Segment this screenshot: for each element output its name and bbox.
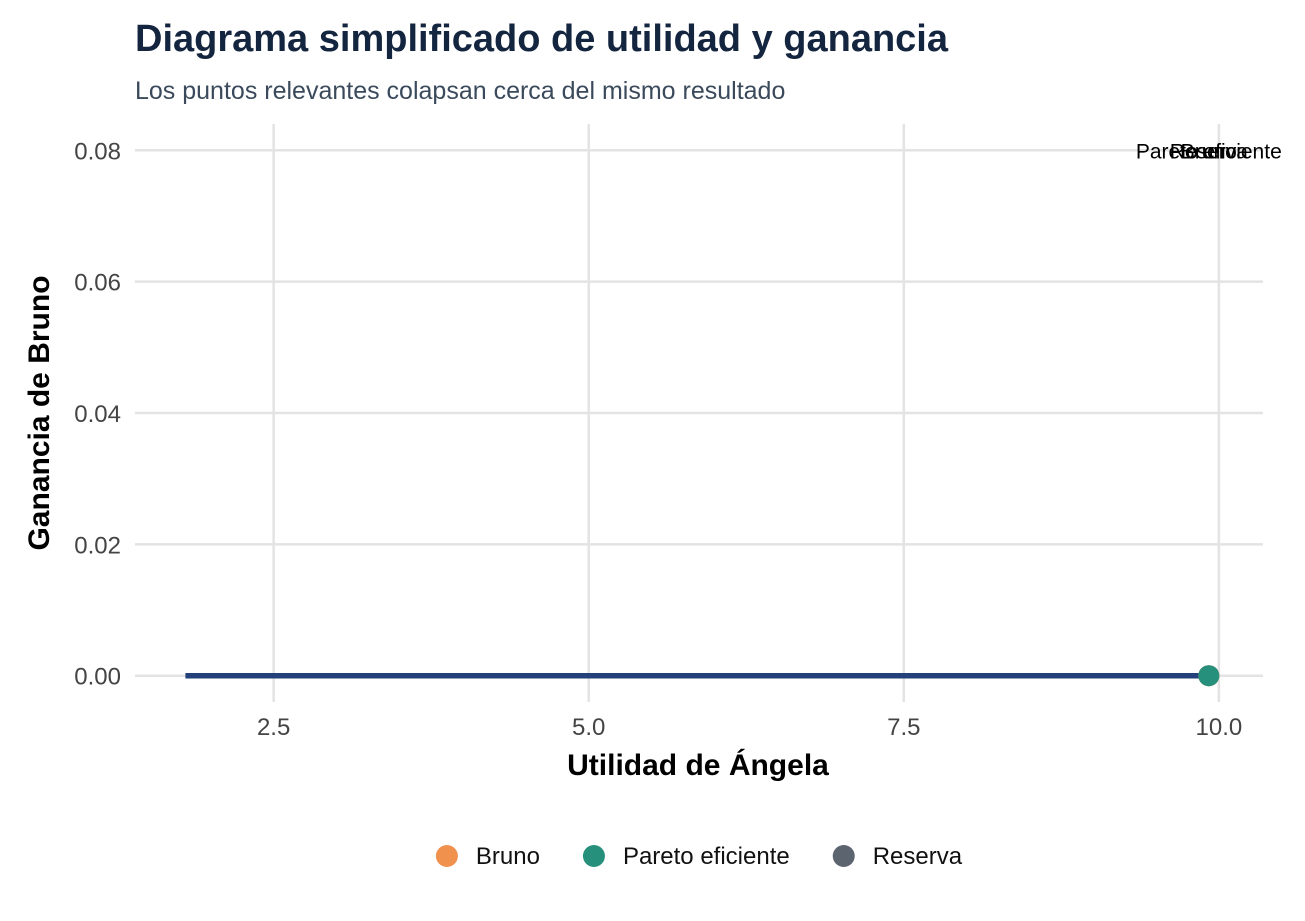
- x-tick-label: 5.0: [572, 714, 605, 741]
- point-pareto-eficiente: [1198, 665, 1220, 687]
- legend-item-pareto-eficiente: Pareto eficiente: [582, 843, 790, 870]
- grid-lines: [135, 124, 1263, 702]
- chart-subtitle: Los puntos relevantes colapsan cerca del…: [135, 77, 786, 105]
- legend-marker: [582, 845, 605, 867]
- x-tick-label: 10.0: [1196, 714, 1243, 741]
- chart-title: Diagrama simplificado de utilidad y gana…: [135, 18, 948, 60]
- legend-label: Reserva: [873, 843, 963, 870]
- y-tick-label: 0.06: [74, 270, 121, 297]
- legend-item-reserva: Reserva: [832, 843, 963, 870]
- legend-label: Pareto eficiente: [623, 843, 790, 870]
- legend-marker: [832, 845, 855, 867]
- legend-item-bruno: Bruno: [435, 843, 540, 870]
- y-tick-label: 0.08: [74, 138, 121, 165]
- legend-marker: [435, 845, 458, 867]
- y-tick-label: 0.04: [74, 401, 121, 428]
- x-tick-label: 7.5: [887, 714, 920, 741]
- x-axis-ticks: 2.5 5.0 7.5 10.0: [257, 714, 1242, 741]
- x-axis-title: Utilidad de Ángela: [567, 748, 829, 782]
- label-reserva: Reserva: [1170, 140, 1249, 163]
- y-axis-title: Ganancia de Bruno: [23, 275, 56, 550]
- plot-series: [185, 665, 1220, 687]
- x-tick-label: 2.5: [257, 714, 290, 741]
- legend-label: Bruno: [476, 843, 540, 870]
- y-tick-label: 0.02: [74, 532, 121, 559]
- label-pareto-eficiente: Pareto eficiente: [1136, 140, 1282, 163]
- y-tick-label: 0.00: [74, 664, 121, 691]
- legend: Bruno Pareto eficiente Reserva: [435, 843, 963, 870]
- label-bruno: Bruno: [1181, 140, 1237, 163]
- y-axis-ticks: 0.00 0.02 0.04 0.06 0.08: [74, 138, 121, 690]
